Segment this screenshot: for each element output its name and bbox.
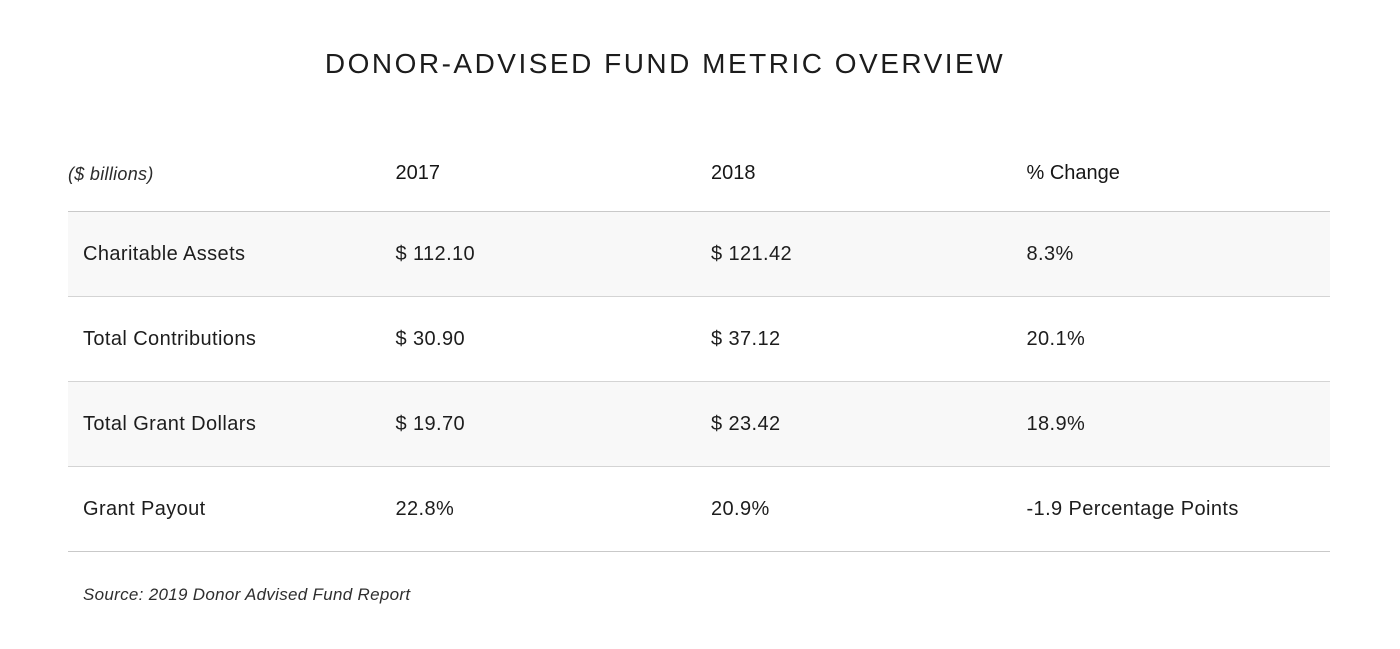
metric-label: Total Contributions [83, 327, 257, 350]
value-change: 20.1% [1026, 327, 1086, 350]
value-2017: $ 30.90 [395, 327, 466, 350]
source-note: Source: 2019 Donor Advised Fund Report [83, 585, 411, 604]
value-2018: 20.9% [711, 497, 770, 520]
value-2017: 22.8% [395, 497, 455, 520]
metric-label: Charitable Assets [83, 242, 246, 265]
table-row-grant-payout: Grant Payout 22.8% 20.9% -1.9 Percentage… [68, 467, 1330, 552]
page-title: DONOR-ADVISED FUND METRIC OVERVIEW [324, 48, 1006, 79]
table-row-total-contributions: Total Contributions $ 30.90 $ 37.12 20.1… [68, 297, 1330, 382]
value-2018: $ 121.42 [711, 242, 793, 265]
value-change: 18.9% [1026, 412, 1086, 435]
metric-label: Grant Payout [83, 497, 206, 520]
metrics-table: ($ billions) 2017 2018 % Change Charitab… [68, 162, 1330, 605]
value-change: -1.9 Percentage Points [1026, 497, 1239, 520]
table-row-total-grant-dollars: Total Grant Dollars $ 19.70 $ 23.42 18.9… [68, 382, 1330, 467]
value-change: 8.3% [1026, 242, 1074, 265]
unit-label: ($ billions) [68, 164, 154, 184]
metric-label: Total Grant Dollars [83, 412, 257, 435]
table-header-row: ($ billions) 2017 2018 % Change [68, 162, 1330, 211]
column-header-2018: 2018 [711, 162, 756, 184]
column-header-2017: 2017 [395, 162, 441, 184]
value-2018: $ 37.12 [711, 327, 781, 350]
table-row-charitable-assets: Charitable Assets $ 112.10 $ 121.42 8.3% [68, 212, 1330, 297]
value-2018: $ 23.42 [711, 412, 781, 435]
value-2017: $ 112.10 [395, 242, 476, 265]
value-2017: $ 19.70 [395, 412, 466, 435]
table-body: Charitable Assets $ 112.10 $ 121.42 8.3%… [68, 211, 1330, 552]
column-header-percent-change: % Change [1026, 162, 1120, 184]
